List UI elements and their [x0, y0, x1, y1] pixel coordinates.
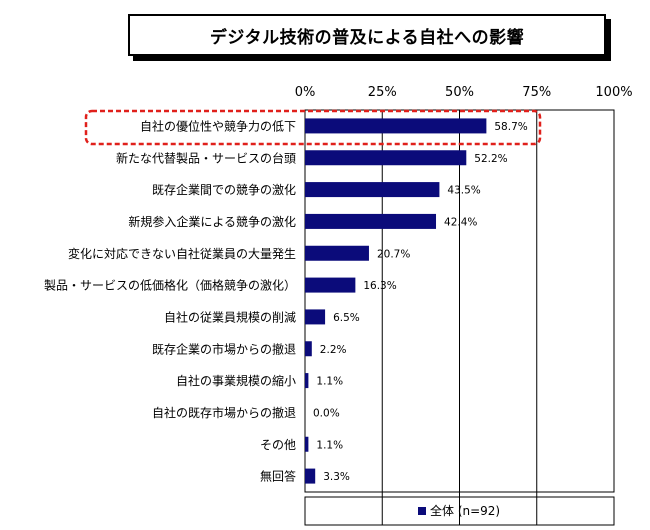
category-label: 自社の従業員規模の削減	[164, 309, 296, 324]
bar[interactable]	[305, 213, 437, 229]
chart-title: デジタル技術の普及による自社への影響	[209, 27, 525, 48]
bar[interactable]	[305, 468, 316, 484]
data-label: 3.3%	[323, 471, 350, 483]
category-label: 無回答	[260, 469, 296, 484]
legend-label: 全体 (n=92)	[430, 503, 500, 518]
bar[interactable]	[305, 118, 487, 134]
data-label: 43.5%	[447, 185, 480, 197]
category-label: 既存企業の市場からの撤退	[152, 341, 296, 356]
data-label: 16.3%	[363, 280, 396, 292]
bar[interactable]	[305, 373, 309, 389]
category-label: 自社の優位性や競争力の低下	[140, 118, 296, 133]
category-label: 自社の事業規模の縮小	[176, 373, 296, 388]
category-label: 変化に対応できない自社従業員の大量発生	[68, 246, 296, 261]
highlight-frame	[84, 109, 542, 146]
bar[interactable]	[305, 309, 326, 325]
data-label: 1.1%	[316, 439, 343, 451]
data-label: 58.7%	[494, 121, 527, 133]
bar[interactable]	[305, 341, 312, 357]
category-label: 製品・サービスの低価格化（価格競争の激化）	[44, 278, 296, 293]
x-tick-label: 100%	[595, 85, 632, 100]
bar[interactable]	[305, 182, 440, 198]
x-tick-label: 0%	[295, 85, 316, 100]
legend-swatch	[418, 507, 426, 515]
bar[interactable]	[305, 277, 356, 293]
bar[interactable]	[305, 150, 467, 166]
data-label: 20.7%	[377, 248, 410, 260]
category-label: 自社の既存市場からの撤退	[152, 405, 296, 420]
category-label: 新たな代替製品・サービスの台頭	[116, 150, 296, 165]
chart-title-box: デジタル技術の普及による自社への影響	[128, 14, 606, 56]
category-label: 既存企業間での競争の激化	[152, 182, 296, 197]
category-label: 新規参入企業による競争の激化	[128, 214, 296, 229]
category-label: その他	[260, 438, 296, 452]
x-tick-label: 75%	[522, 85, 551, 100]
x-tick-label: 50%	[445, 85, 474, 100]
bar[interactable]	[305, 245, 369, 261]
x-tick-label: 25%	[368, 85, 397, 100]
data-label: 6.5%	[333, 312, 360, 324]
data-label: 42.4%	[444, 216, 477, 228]
data-label: 0.0%	[313, 407, 340, 419]
bar[interactable]	[305, 436, 309, 452]
data-label: 52.2%	[474, 153, 507, 165]
data-label: 1.1%	[316, 376, 343, 388]
data-label: 2.2%	[320, 344, 347, 356]
